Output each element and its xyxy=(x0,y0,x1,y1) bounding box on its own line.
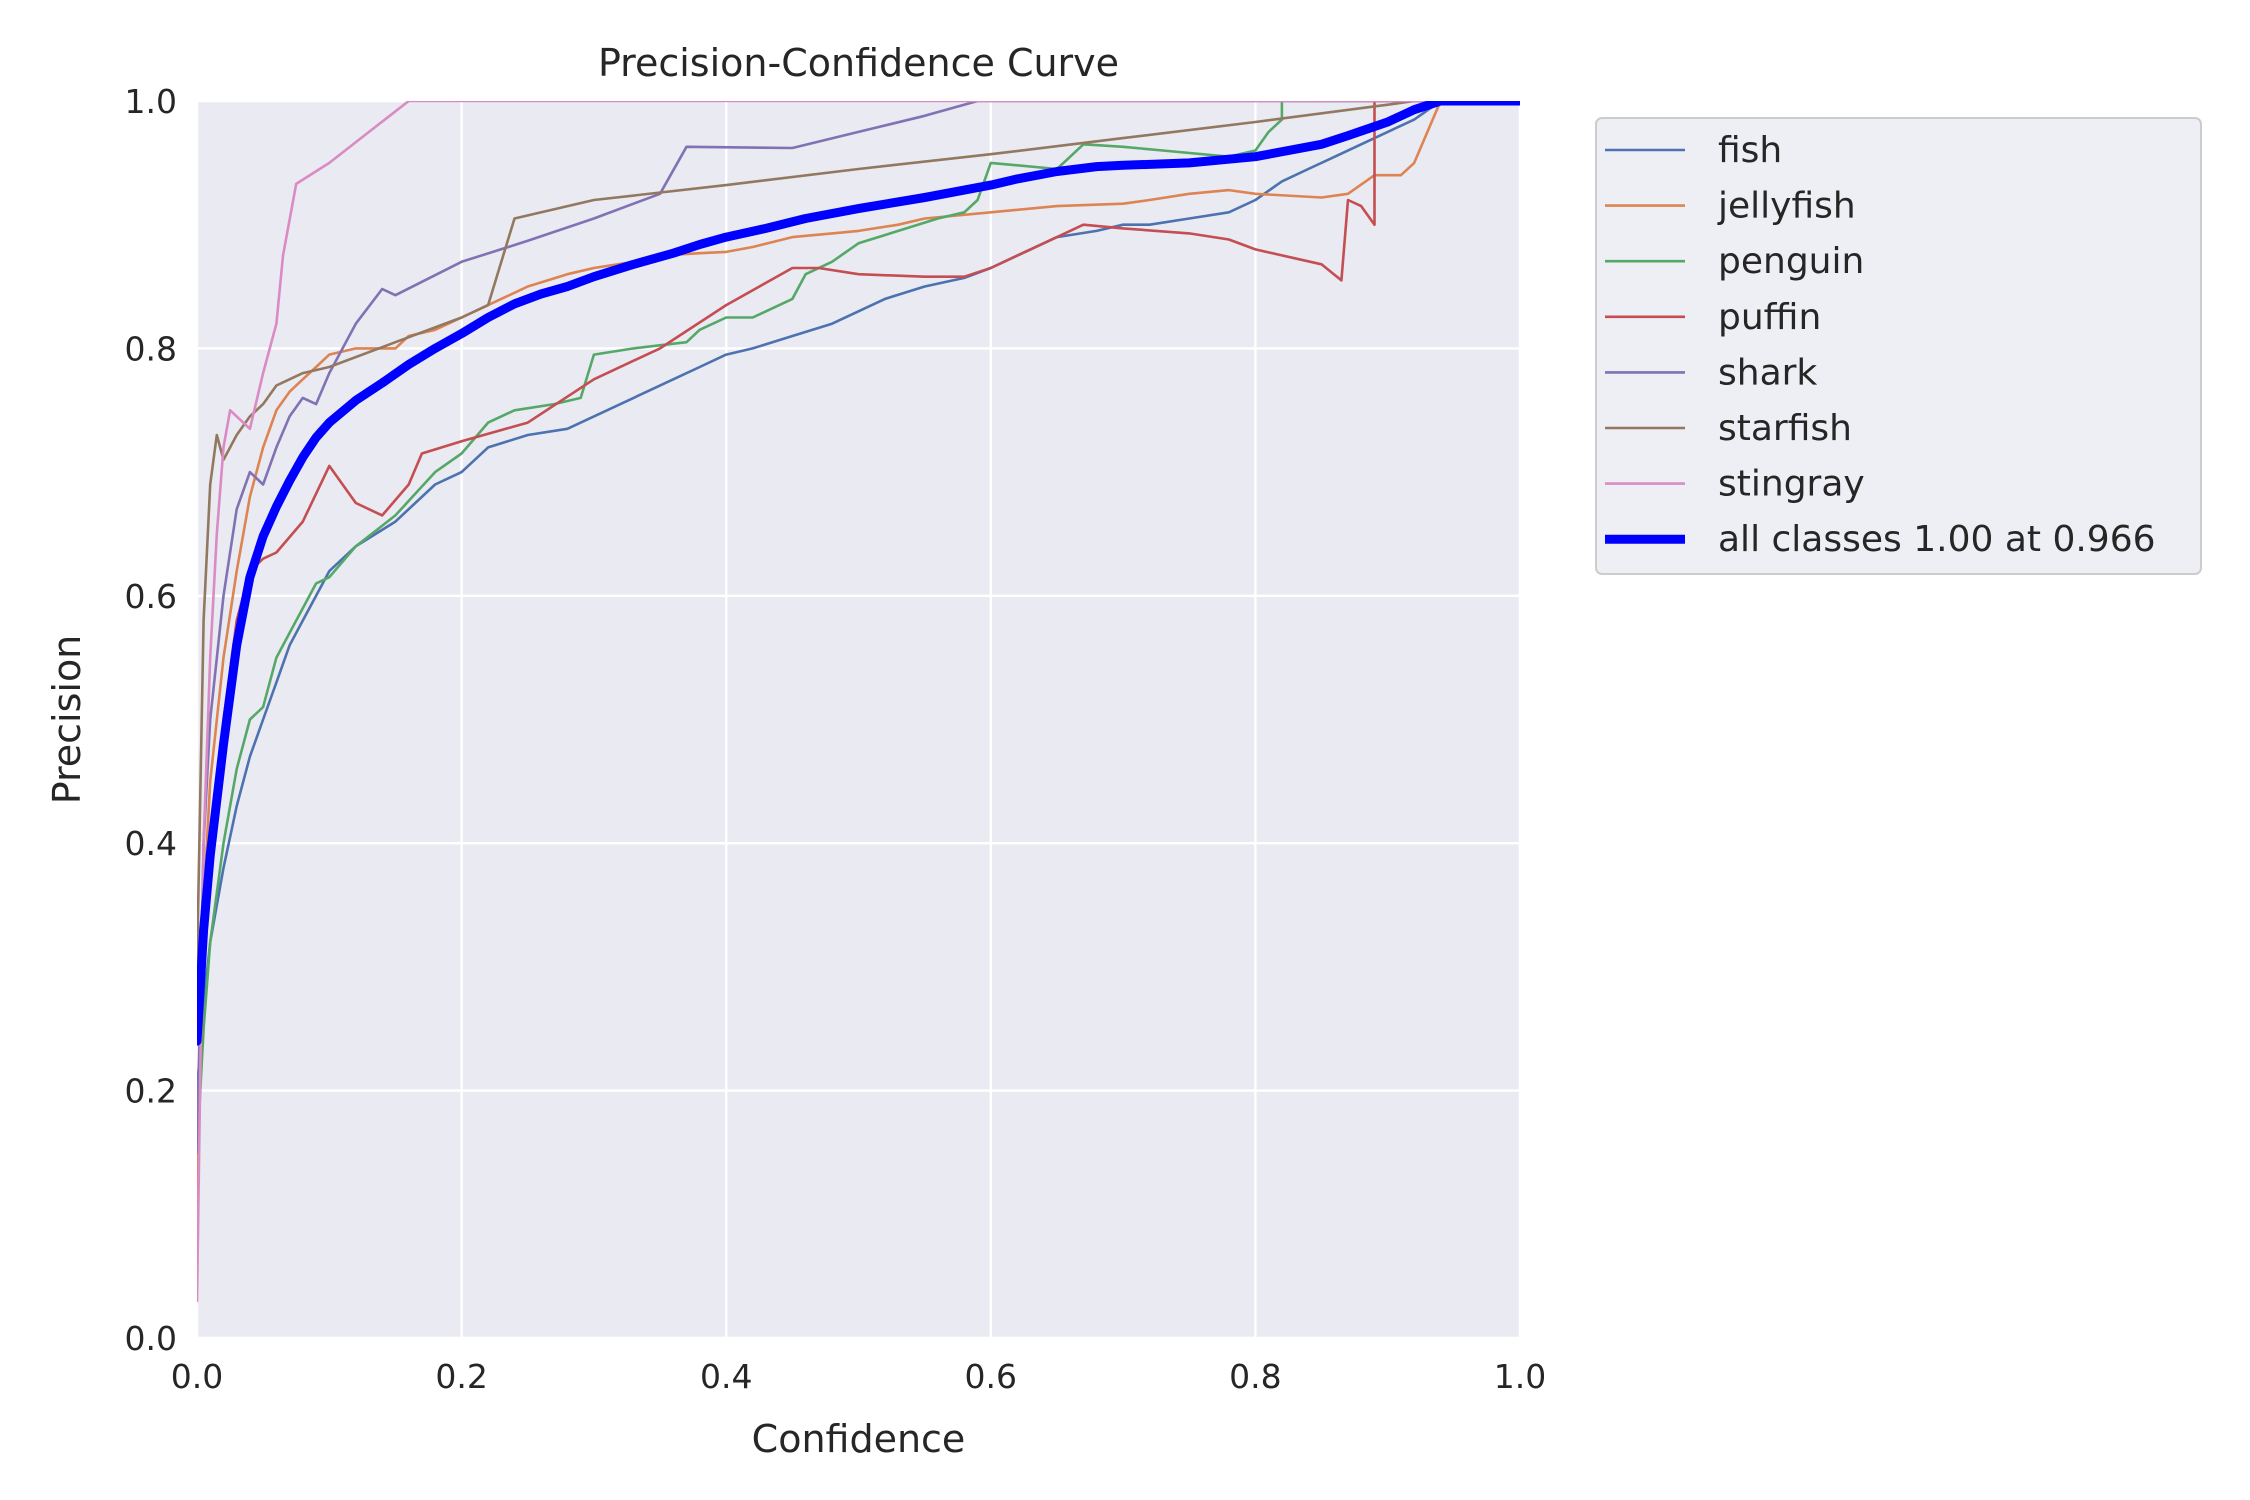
chart-title: Precision-Confidence Curve xyxy=(598,41,1119,85)
series-group xyxy=(197,101,1520,1303)
y-tick-label: 0.2 xyxy=(125,1072,177,1111)
x-tick-label: 0.6 xyxy=(965,1357,1017,1396)
series-line-stingray xyxy=(197,101,1520,1303)
legend-label-all: all classes 1.00 at 0.966 xyxy=(1718,519,2156,560)
x-tick-label: 0.2 xyxy=(435,1357,487,1396)
x-tick-label: 0.0 xyxy=(171,1357,223,1396)
legend-label-jellyfish: jellyfish xyxy=(1717,186,1856,227)
x-axis-label: Confidence xyxy=(752,1417,966,1461)
legend-label-starfish: starfish xyxy=(1718,408,1852,449)
y-axis-label: Precision xyxy=(45,635,89,805)
series-line-all xyxy=(197,101,1520,1046)
series-line-shark xyxy=(197,101,1520,1154)
legend-label-puffin: puffin xyxy=(1718,297,1821,338)
plot-background xyxy=(197,101,1520,1338)
y-tick-label: 1.0 xyxy=(125,82,177,121)
legend-box xyxy=(1595,117,2202,575)
legend-label-fish: fish xyxy=(1718,130,1782,171)
y-tick-label: 0.4 xyxy=(125,824,177,863)
series-line-fish xyxy=(197,101,1520,1092)
x-tick-labels: 0.0 0.2 0.4 0.6 0.8 1.0 xyxy=(171,1357,1546,1396)
legend-label-penguin: penguin xyxy=(1718,241,1864,282)
y-tick-label: 0.8 xyxy=(125,329,177,368)
legend: fish jellyfish penguin puffin shark starfish s… xyxy=(1595,117,2202,575)
legend-label-shark: shark xyxy=(1718,352,1817,393)
series-line-penguin xyxy=(197,101,1520,1154)
series-line-puffin xyxy=(197,101,1520,1154)
y-tick-labels: 0.0 0.2 0.4 0.6 0.8 1.0 xyxy=(125,82,177,1358)
legend-label-stingray: stingray xyxy=(1718,464,1865,505)
x-tick-label: 0.8 xyxy=(1229,1357,1281,1396)
x-tick-label: 0.4 xyxy=(700,1357,752,1396)
y-tick-label: 0.6 xyxy=(125,577,177,616)
y-tick-label: 0.0 xyxy=(125,1319,177,1358)
x-tick-label: 1.0 xyxy=(1494,1357,1546,1396)
